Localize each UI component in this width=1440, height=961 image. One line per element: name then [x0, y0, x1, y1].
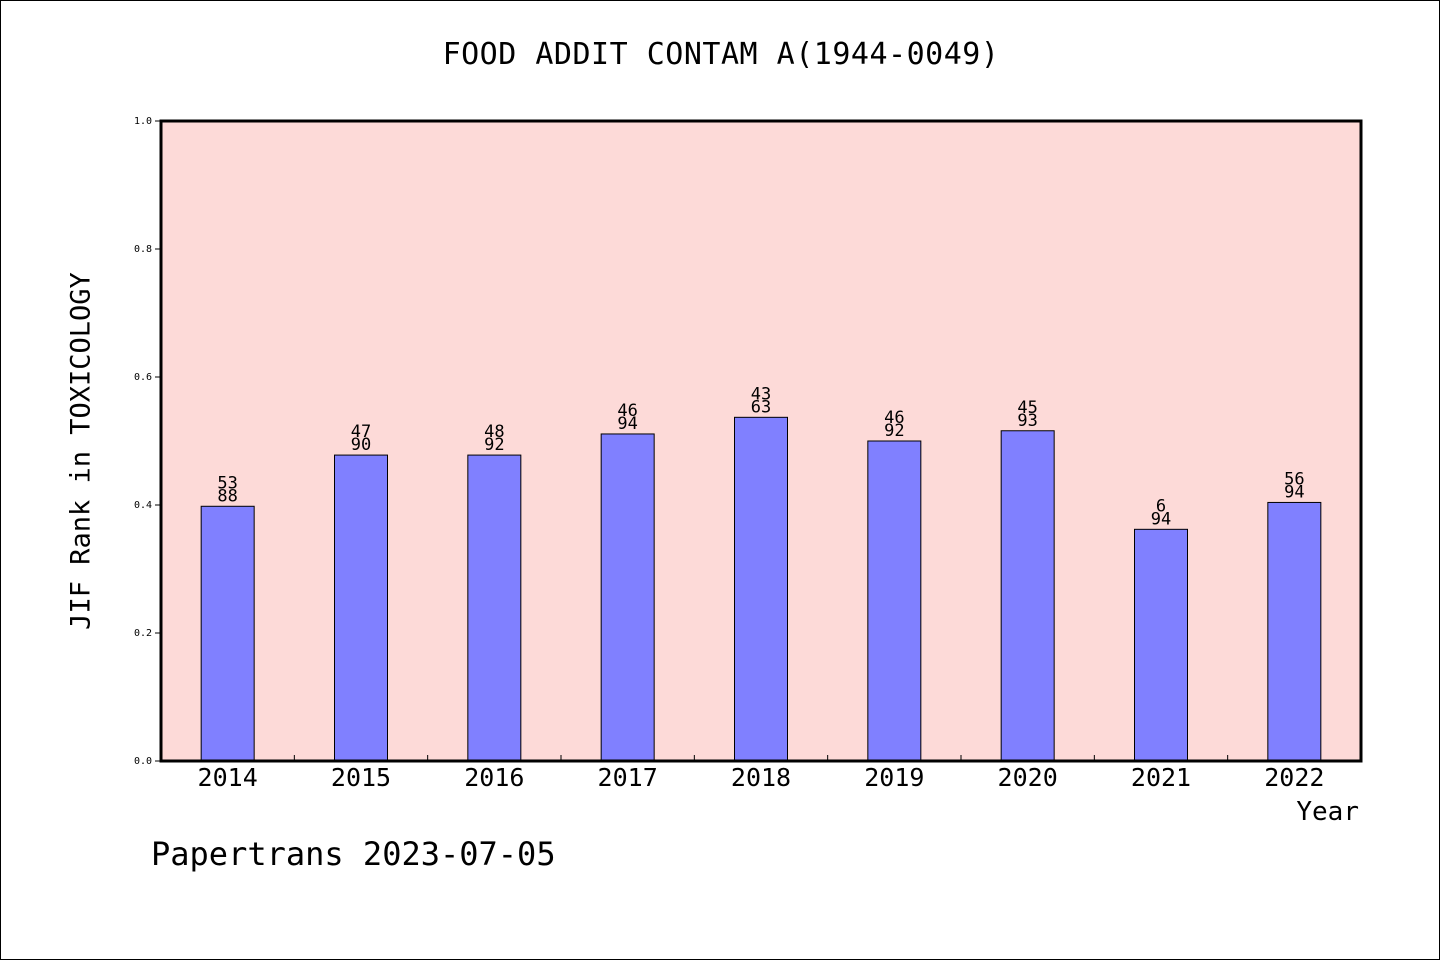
bar-2016: [467, 454, 522, 762]
bar-2022: [1267, 501, 1322, 762]
bar-label-rank: 46: [617, 401, 637, 421]
y-tick-label: 1.0: [134, 116, 152, 127]
bar-2018: [734, 416, 788, 762]
x-tick-label: 2021: [1131, 763, 1191, 792]
bar-label-rank: 46: [884, 408, 904, 428]
y-tick-label: 0.8: [134, 244, 152, 255]
watermark-text: Papertrans 2023-07-05: [151, 835, 556, 873]
bar-2017: [600, 433, 655, 762]
x-tick-label: 2017: [598, 763, 658, 792]
y-tick-label: 0.2: [134, 628, 152, 639]
bar-label-rank: 56: [1284, 469, 1304, 489]
x-tick-label: 2022: [1264, 763, 1324, 792]
x-tick-label: 2018: [731, 763, 791, 792]
bar-label-total: 93: [1017, 411, 1037, 431]
bar-label-total: 94: [1284, 482, 1304, 502]
bar-2014: [200, 505, 255, 762]
bar-label-total: 92: [884, 421, 904, 441]
bar-label-total: 94: [1151, 509, 1171, 529]
bar-2020: [1000, 430, 1055, 762]
bar-label-total: 90: [351, 435, 371, 455]
bar-label-rank: 48: [484, 422, 504, 442]
bar-label-total: 88: [217, 486, 237, 506]
bars: [200, 416, 1322, 762]
x-tick-label: 2020: [998, 763, 1058, 792]
y-tick-label: 0.0: [134, 756, 152, 767]
y-axis-ticks: 0.0 0.2 0.4 0.6 0.8 1.0: [134, 116, 161, 767]
bar-2021: [1134, 528, 1188, 762]
bar-2015: [334, 454, 388, 762]
bar-label-rank: 43: [751, 384, 771, 404]
bar-label-rank: 47: [351, 422, 371, 442]
bar-label-rank: 53: [217, 473, 237, 493]
x-axis-label: Year: [1296, 797, 1359, 827]
y-tick-label: 0.6: [134, 372, 152, 383]
bar-label-total: 63: [751, 397, 771, 417]
x-tick-labels: 2014 2015 2016 2017 2018 2019 2020 2021 2022: [198, 763, 1325, 792]
bar-label-total: 92: [484, 435, 504, 455]
x-tick-label: 2019: [864, 763, 924, 792]
plot-frame: [159, 119, 1363, 763]
bar-label-rank: 45: [1017, 398, 1037, 418]
bar-label-total: 94: [617, 414, 637, 434]
bar-2019: [867, 440, 922, 762]
x-tick-label: 2015: [331, 763, 391, 792]
y-tick-label: 0.4: [134, 500, 152, 511]
bar-label-rank: 6: [1156, 496, 1166, 516]
x-tick-label: 2016: [464, 763, 524, 792]
chart-title: FOOD ADDIT CONTAM A(1944-0049): [442, 37, 1000, 72]
x-tick-label: 2014: [198, 763, 258, 792]
